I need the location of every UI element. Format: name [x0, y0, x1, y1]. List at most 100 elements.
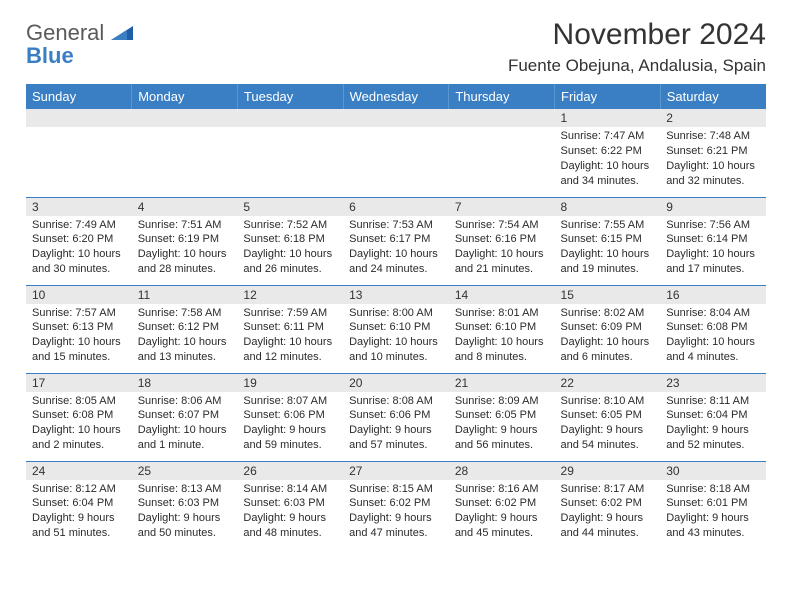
day-number: 7: [449, 198, 555, 216]
daylight-text: Daylight: 9 hours and 43 minutes.: [666, 511, 760, 541]
calendar-cell: 11Sunrise: 7:58 AMSunset: 6:12 PMDayligh…: [132, 285, 238, 373]
day-number: 9: [660, 198, 766, 216]
calendar-cell: 16Sunrise: 8:04 AMSunset: 6:08 PMDayligh…: [660, 285, 766, 373]
calendar-cell: 4Sunrise: 7:51 AMSunset: 6:19 PMDaylight…: [132, 197, 238, 285]
calendar-cell: [343, 109, 449, 197]
day-number: 4: [132, 198, 238, 216]
day-number: 3: [26, 198, 132, 216]
sunrise-text: Sunrise: 8:06 AM: [138, 394, 232, 409]
sunrise-text: Sunrise: 7:56 AM: [666, 218, 760, 233]
daylight-text: Daylight: 9 hours and 57 minutes.: [349, 423, 443, 453]
day-details: Sunrise: 7:55 AMSunset: 6:15 PMDaylight:…: [555, 216, 661, 281]
day-details: Sunrise: 7:53 AMSunset: 6:17 PMDaylight:…: [343, 216, 449, 281]
sunset-text: Sunset: 6:01 PM: [666, 496, 760, 511]
daylight-text: Daylight: 10 hours and 26 minutes.: [243, 247, 337, 277]
sunrise-text: Sunrise: 7:57 AM: [32, 306, 126, 321]
day-details: Sunrise: 8:01 AMSunset: 6:10 PMDaylight:…: [449, 304, 555, 369]
day-details: Sunrise: 8:06 AMSunset: 6:07 PMDaylight:…: [132, 392, 238, 457]
day-number: 1: [555, 109, 661, 127]
daylight-text: Daylight: 10 hours and 17 minutes.: [666, 247, 760, 277]
daylight-text: Daylight: 9 hours and 48 minutes.: [243, 511, 337, 541]
daylight-text: Daylight: 10 hours and 34 minutes.: [561, 159, 655, 189]
calendar-cell: 15Sunrise: 8:02 AMSunset: 6:09 PMDayligh…: [555, 285, 661, 373]
calendar-cell: [237, 109, 343, 197]
day-number: 12: [237, 286, 343, 304]
sunset-text: Sunset: 6:05 PM: [455, 408, 549, 423]
sunrise-text: Sunrise: 7:55 AM: [561, 218, 655, 233]
daylight-text: Daylight: 10 hours and 19 minutes.: [561, 247, 655, 277]
sunrise-text: Sunrise: 8:14 AM: [243, 482, 337, 497]
calendar-cell: 17Sunrise: 8:05 AMSunset: 6:08 PMDayligh…: [26, 373, 132, 461]
daylight-text: Daylight: 10 hours and 30 minutes.: [32, 247, 126, 277]
calendar-cell: 8Sunrise: 7:55 AMSunset: 6:15 PMDaylight…: [555, 197, 661, 285]
calendar-cell: 28Sunrise: 8:16 AMSunset: 6:02 PMDayligh…: [449, 461, 555, 549]
calendar-week: 10Sunrise: 7:57 AMSunset: 6:13 PMDayligh…: [26, 285, 766, 373]
daylight-text: Daylight: 9 hours and 51 minutes.: [32, 511, 126, 541]
sunrise-text: Sunrise: 8:09 AM: [455, 394, 549, 409]
day-details: Sunrise: 8:13 AMSunset: 6:03 PMDaylight:…: [132, 480, 238, 545]
day-number: 2: [660, 109, 766, 127]
day-details: Sunrise: 8:00 AMSunset: 6:10 PMDaylight:…: [343, 304, 449, 369]
sunrise-text: Sunrise: 8:04 AM: [666, 306, 760, 321]
calendar-cell: 12Sunrise: 7:59 AMSunset: 6:11 PMDayligh…: [237, 285, 343, 373]
day-details: Sunrise: 8:09 AMSunset: 6:05 PMDaylight:…: [449, 392, 555, 457]
sunset-text: Sunset: 6:06 PM: [243, 408, 337, 423]
day-details: Sunrise: 8:11 AMSunset: 6:04 PMDaylight:…: [660, 392, 766, 457]
day-number: 18: [132, 374, 238, 392]
calendar-cell: 5Sunrise: 7:52 AMSunset: 6:18 PMDaylight…: [237, 197, 343, 285]
day-number: 8: [555, 198, 661, 216]
calendar-page: General Blue November 2024 Fuente Obejun…: [0, 0, 792, 559]
weekday-header: Tuesday: [237, 84, 343, 109]
day-details: Sunrise: 7:59 AMSunset: 6:11 PMDaylight:…: [237, 304, 343, 369]
weekday-header: Sunday: [26, 84, 132, 109]
sunrise-text: Sunrise: 7:47 AM: [561, 129, 655, 144]
day-number: 6: [343, 198, 449, 216]
day-details: Sunrise: 7:49 AMSunset: 6:20 PMDaylight:…: [26, 216, 132, 281]
sunrise-text: Sunrise: 8:12 AM: [32, 482, 126, 497]
daylight-text: Daylight: 10 hours and 1 minute.: [138, 423, 232, 453]
day-details: Sunrise: 8:18 AMSunset: 6:01 PMDaylight:…: [660, 480, 766, 545]
day-number: [449, 109, 555, 127]
sunrise-text: Sunrise: 8:18 AM: [666, 482, 760, 497]
sunset-text: Sunset: 6:10 PM: [349, 320, 443, 335]
daylight-text: Daylight: 10 hours and 8 minutes.: [455, 335, 549, 365]
day-number: 24: [26, 462, 132, 480]
daylight-text: Daylight: 10 hours and 15 minutes.: [32, 335, 126, 365]
sunset-text: Sunset: 6:12 PM: [138, 320, 232, 335]
sunrise-text: Sunrise: 8:11 AM: [666, 394, 760, 409]
logo-text: General Blue: [26, 22, 133, 68]
day-number: 17: [26, 374, 132, 392]
sunrise-text: Sunrise: 8:05 AM: [32, 394, 126, 409]
sunset-text: Sunset: 6:05 PM: [561, 408, 655, 423]
daylight-text: Daylight: 9 hours and 50 minutes.: [138, 511, 232, 541]
day-number: 16: [660, 286, 766, 304]
day-number: [343, 109, 449, 127]
day-details: Sunrise: 7:56 AMSunset: 6:14 PMDaylight:…: [660, 216, 766, 281]
sunset-text: Sunset: 6:16 PM: [455, 232, 549, 247]
sunset-text: Sunset: 6:14 PM: [666, 232, 760, 247]
logo: General Blue: [26, 22, 133, 68]
sunset-text: Sunset: 6:02 PM: [349, 496, 443, 511]
daylight-text: Daylight: 10 hours and 4 minutes.: [666, 335, 760, 365]
day-details: Sunrise: 7:58 AMSunset: 6:12 PMDaylight:…: [132, 304, 238, 369]
title-block: November 2024 Fuente Obejuna, Andalusia,…: [508, 18, 766, 76]
weekday-header: Friday: [555, 84, 661, 109]
daylight-text: Daylight: 9 hours and 56 minutes.: [455, 423, 549, 453]
sunset-text: Sunset: 6:04 PM: [666, 408, 760, 423]
sunrise-text: Sunrise: 7:49 AM: [32, 218, 126, 233]
sunrise-text: Sunrise: 7:54 AM: [455, 218, 549, 233]
daylight-text: Daylight: 9 hours and 45 minutes.: [455, 511, 549, 541]
calendar-cell: 13Sunrise: 8:00 AMSunset: 6:10 PMDayligh…: [343, 285, 449, 373]
day-details: Sunrise: 8:08 AMSunset: 6:06 PMDaylight:…: [343, 392, 449, 457]
calendar-cell: 22Sunrise: 8:10 AMSunset: 6:05 PMDayligh…: [555, 373, 661, 461]
calendar-cell: 27Sunrise: 8:15 AMSunset: 6:02 PMDayligh…: [343, 461, 449, 549]
sunrise-text: Sunrise: 8:13 AM: [138, 482, 232, 497]
daylight-text: Daylight: 10 hours and 21 minutes.: [455, 247, 549, 277]
sunset-text: Sunset: 6:10 PM: [455, 320, 549, 335]
sunrise-text: Sunrise: 8:02 AM: [561, 306, 655, 321]
day-number: 13: [343, 286, 449, 304]
calendar-cell: 29Sunrise: 8:17 AMSunset: 6:02 PMDayligh…: [555, 461, 661, 549]
calendar-cell: 25Sunrise: 8:13 AMSunset: 6:03 PMDayligh…: [132, 461, 238, 549]
day-details: Sunrise: 8:15 AMSunset: 6:02 PMDaylight:…: [343, 480, 449, 545]
calendar-body: 1Sunrise: 7:47 AMSunset: 6:22 PMDaylight…: [26, 109, 766, 549]
